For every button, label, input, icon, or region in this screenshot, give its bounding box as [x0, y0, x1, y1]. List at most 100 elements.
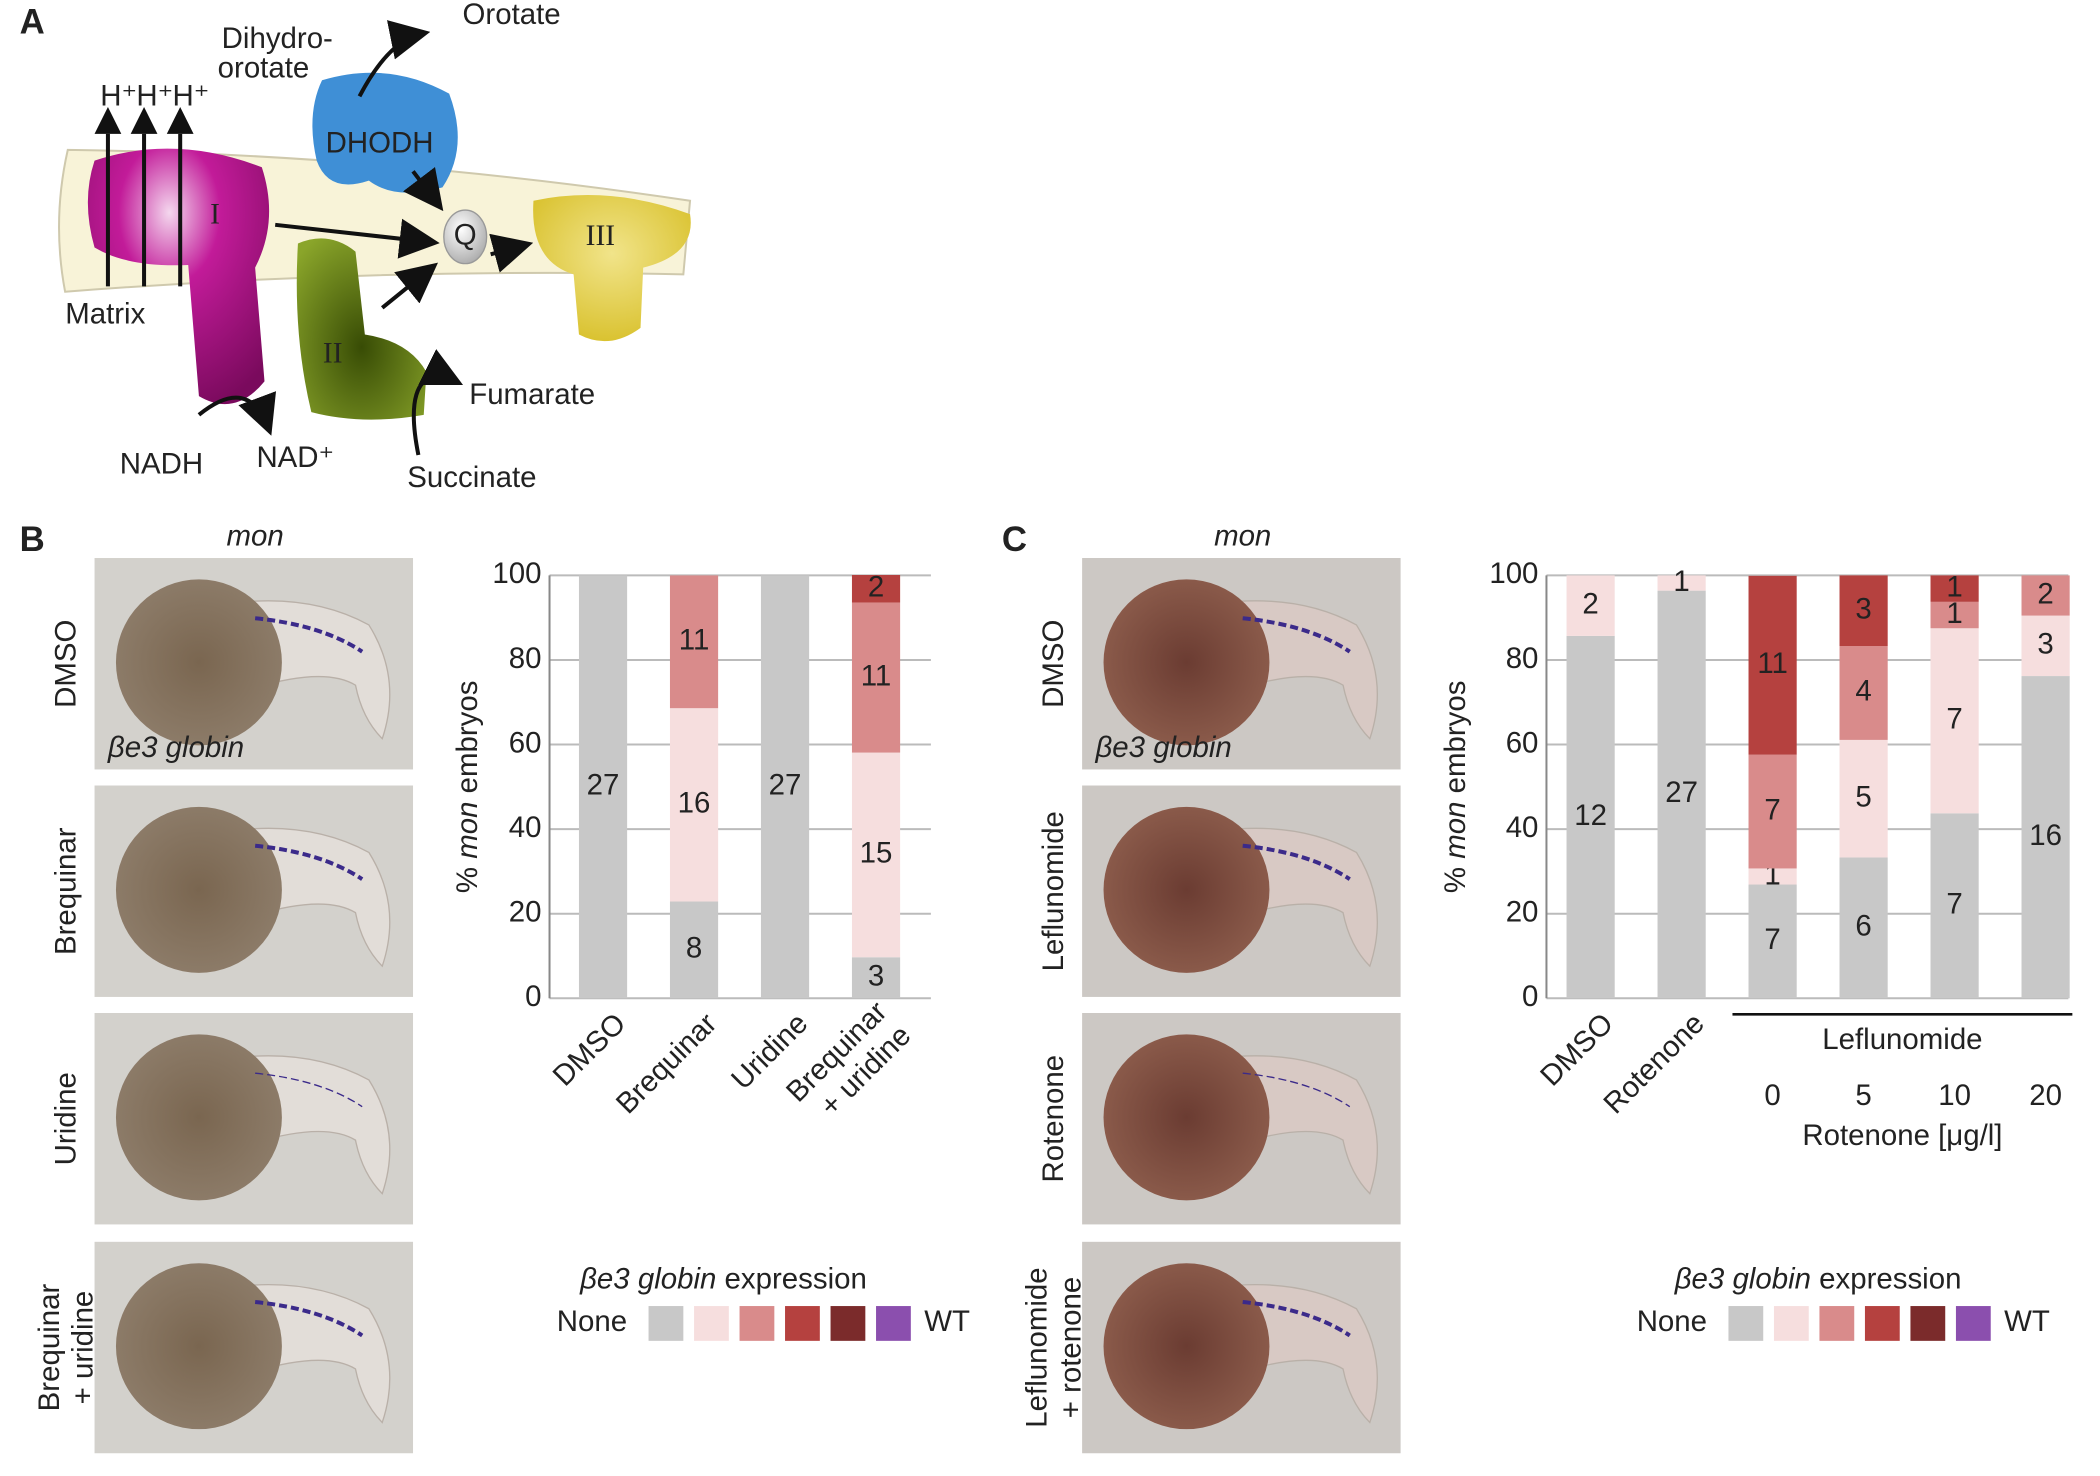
- count-label: 27: [587, 769, 620, 802]
- count-label: 16: [2029, 819, 2062, 852]
- label: I: [210, 199, 220, 231]
- stain-label: βe3 globin: [107, 731, 244, 764]
- count-label: 3: [2037, 628, 2053, 661]
- stain: [255, 1072, 363, 1108]
- bar-segment: [851, 574, 901, 603]
- label: H⁺: [100, 79, 137, 112]
- bar-segment: [1839, 857, 1888, 999]
- y-axis-label-part: %: [1439, 867, 1472, 893]
- panel-label: B: [20, 521, 45, 559]
- photo-header: mon: [1214, 520, 1271, 553]
- stain: [254, 1300, 364, 1338]
- bar-segment: [2021, 676, 2070, 999]
- label: H⁺: [173, 79, 210, 112]
- legend-title-part: βe3 globin: [1674, 1262, 1811, 1295]
- embryo-photo: [94, 558, 414, 770]
- bar-segment: [1930, 813, 1979, 999]
- legend-swatch: [1910, 1306, 1946, 1341]
- row-label: DMSO: [1037, 620, 1070, 708]
- y-axis-label: % mon embryos: [451, 681, 484, 894]
- legend-swatch: [785, 1306, 820, 1341]
- x-tick-label: Rotenone: [1597, 1007, 1711, 1121]
- x-tick-label: 0: [1764, 1079, 1780, 1112]
- legend-swatch: [694, 1306, 729, 1341]
- bar-segment: [851, 602, 901, 753]
- photo-header: mon: [227, 520, 284, 553]
- bar-segment: [1566, 635, 1615, 999]
- y-tick-label: 80: [509, 642, 542, 675]
- count-label: 6: [1855, 910, 1871, 943]
- y-tick-label: 0: [525, 980, 541, 1013]
- embryo-yolk: [115, 1263, 282, 1430]
- arrow: [357, 20, 431, 98]
- count-label: 11: [861, 659, 892, 692]
- count-label: 11: [1757, 647, 1788, 680]
- y-axis-label-part: mon: [451, 802, 484, 859]
- group-label: Leflunomide: [1822, 1023, 1982, 1056]
- x-tick-label: 5: [1855, 1079, 1871, 1112]
- y-axis-label-part: mon: [1439, 802, 1472, 859]
- legend-swatch: [1955, 1306, 1991, 1341]
- y-tick-label: 40: [1506, 811, 1539, 844]
- bar-segment: [669, 575, 719, 709]
- bar-segment: [1748, 868, 1797, 885]
- bar-segment: [669, 901, 719, 999]
- count-label: 5: [1855, 780, 1871, 813]
- count-label: 3: [1855, 593, 1871, 626]
- count-label: 1: [1673, 565, 1689, 598]
- row-label: Brequinar+ uridine: [33, 1284, 100, 1412]
- arrow: [197, 391, 277, 436]
- count-label: 27: [769, 769, 802, 802]
- bar-segment: [1748, 754, 1797, 869]
- stain: [254, 616, 364, 654]
- count-label: 3: [868, 960, 884, 993]
- dhodh: [312, 72, 458, 193]
- row-label: Leflunomide+ rotenone: [1020, 1267, 1087, 1427]
- y-tick-label: 80: [1506, 642, 1539, 675]
- embryo-yolk: [1103, 806, 1270, 973]
- y-tick-label: 100: [492, 557, 541, 590]
- stain: [1242, 1072, 1351, 1108]
- legend-title-part: expression: [725, 1262, 867, 1295]
- row-label: Brequinar: [50, 827, 83, 955]
- complex-i: [87, 148, 270, 405]
- x-tick-label: DMSO: [1534, 1007, 1620, 1093]
- x-tick-label: 10: [1938, 1079, 1971, 1112]
- label: orotate: [218, 51, 310, 84]
- row-label: Rotenone: [1037, 1055, 1070, 1183]
- count-label: 2: [1582, 587, 1598, 620]
- embryo-yolk: [115, 579, 282, 746]
- label: Fumarate: [469, 378, 595, 411]
- bar-segment: [1930, 628, 1979, 814]
- label: Dihydro-: [222, 22, 333, 55]
- count-label: 7: [1946, 888, 1962, 921]
- arrow-heads: [94, 107, 194, 134]
- legend-label: None: [557, 1305, 627, 1338]
- label: II: [323, 338, 343, 370]
- stain: [254, 843, 364, 881]
- label: Q: [454, 219, 477, 252]
- bar-segment: [1657, 590, 1706, 999]
- arrow: [411, 349, 464, 456]
- bar-segment: [1930, 575, 1979, 602]
- count-label: 7: [1946, 703, 1962, 736]
- arrow: [380, 262, 439, 310]
- x-axis-label: Rotenone [μg/l]: [1802, 1119, 2002, 1152]
- legend-title-part: βe3 globin: [579, 1262, 716, 1295]
- y-tick-label: 100: [1489, 557, 1538, 590]
- row-label: Uridine: [50, 1072, 83, 1165]
- count-label: 2: [2037, 577, 2053, 610]
- legend-label: None: [1637, 1305, 1707, 1338]
- label: III: [586, 220, 615, 252]
- label: NADH: [120, 447, 203, 480]
- embryo-photo: [1082, 558, 1401, 770]
- y-axis-label: % mon embryos: [1439, 681, 1472, 894]
- y-tick-label: 60: [1506, 726, 1539, 759]
- label: DHODH: [326, 126, 434, 159]
- y-tick-label: 20: [1506, 895, 1539, 928]
- bar-segment: [851, 957, 901, 999]
- embryo-yolk: [1103, 579, 1270, 746]
- panel-label: C: [1002, 521, 1027, 559]
- arrow: [274, 218, 440, 259]
